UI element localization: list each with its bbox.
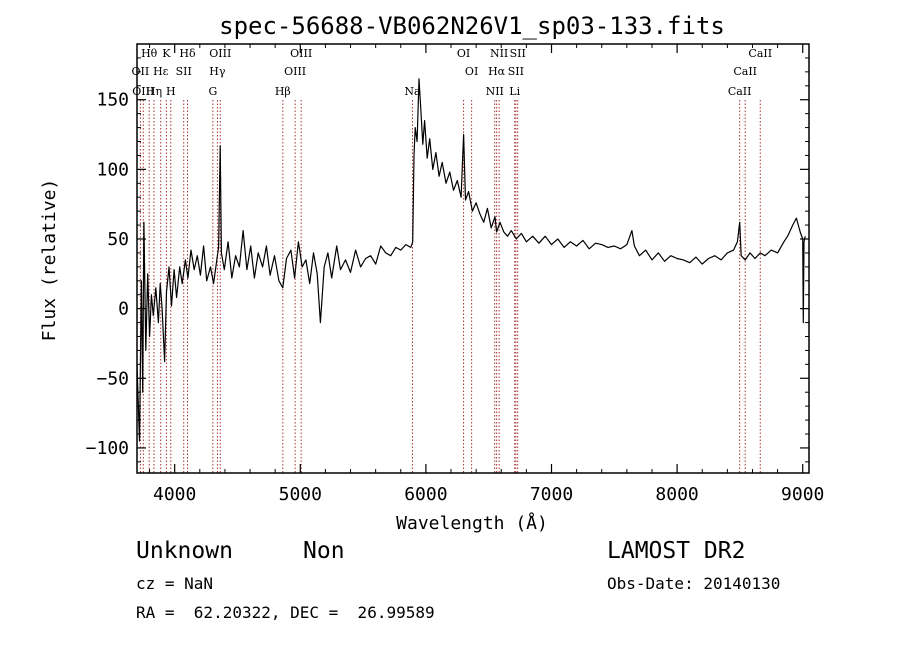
y-tick-label: 100 xyxy=(96,159,129,180)
ra-dec-label: RA = 62.20322, DEC = 26.99589 xyxy=(136,603,435,622)
line-marker-label: CaII xyxy=(728,85,752,98)
y-tick-label: 150 xyxy=(96,90,129,111)
line-marker-label: Na xyxy=(404,85,421,98)
x-tick-label: 8000 xyxy=(655,484,698,505)
line-marker-label: NII xyxy=(486,85,504,98)
line-marker-label: CaII xyxy=(748,47,772,60)
line-marker-label: Hβ xyxy=(275,85,291,98)
line-marker-label: OIII xyxy=(209,47,231,60)
line-marker-label: OIII xyxy=(284,65,306,78)
line-marker-label: OI xyxy=(457,47,470,60)
spectrum-series xyxy=(136,78,806,442)
line-marker-label: G xyxy=(208,85,217,98)
spectrum-line xyxy=(136,78,806,442)
x-tick-label: 5000 xyxy=(279,484,322,505)
y-tick-label: −100 xyxy=(86,438,129,459)
x-tick-label: 6000 xyxy=(404,484,447,505)
line-marker-label: OIII xyxy=(290,47,312,60)
line-marker-label: CaII xyxy=(733,65,757,78)
plot-frame xyxy=(136,43,810,474)
y-tick-label: −50 xyxy=(96,368,129,389)
y-tick-label: 0 xyxy=(118,299,129,320)
line-marker-label: K xyxy=(162,47,171,60)
line-marker-label: NII xyxy=(490,47,508,60)
y-tick-label: 50 xyxy=(107,229,129,250)
y-axis-label: Flux (relative) xyxy=(39,179,60,342)
line-marker-label: OIII xyxy=(132,85,154,98)
x-tick-label: 7000 xyxy=(530,484,573,505)
line-marker-label: Li xyxy=(509,85,520,98)
x-tick-label: 9000 xyxy=(781,484,824,505)
line-marker-label: Hθ xyxy=(141,47,158,60)
line-marker-label: Hγ xyxy=(209,65,226,78)
subclass-label: Non xyxy=(303,538,345,564)
line-marker-label: Hη xyxy=(146,85,162,98)
axes: 4000 5000 6000 7000 8000 9000 −100 −50 0 50 100 150 xyxy=(86,44,824,505)
x-tick-label: 4000 xyxy=(153,484,196,505)
survey-label: LAMOST DR2 xyxy=(607,538,746,564)
x-axis-label: Wavelength (Å) xyxy=(396,512,548,534)
cz-label: cz = NaN xyxy=(136,574,214,593)
line-marker-label: OI xyxy=(465,65,478,78)
line-marker-label: Hδ xyxy=(179,47,196,60)
obs-date-label: Obs-Date: 20140130 xyxy=(607,574,781,593)
line-marker-label: SII xyxy=(508,65,524,78)
line-marker-label: Hε xyxy=(153,65,169,78)
line-marker-label: H xyxy=(166,85,176,98)
chart-title: spec-56688-VB062N26V1_sp03-133.fits xyxy=(219,12,725,40)
line-marker-label: SII xyxy=(510,47,526,60)
spectral-line-markers: OIIOIIIHθHηHεKHSIIHδGHγOIIIHβOIIIOIIINaO… xyxy=(132,47,772,473)
line-marker-label: SII xyxy=(176,65,192,78)
line-marker-label: Hα xyxy=(488,65,506,78)
class-label: Unknown xyxy=(136,538,233,564)
